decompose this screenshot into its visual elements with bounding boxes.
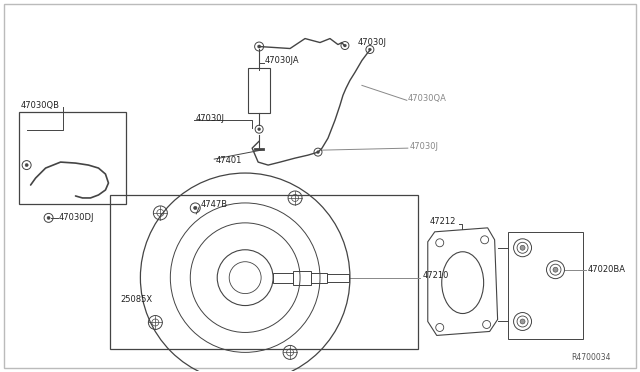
Text: 47030JA: 47030JA	[265, 56, 300, 65]
Bar	[273, 273, 293, 283]
Text: 47030DJ: 47030DJ	[59, 214, 94, 222]
Circle shape	[553, 267, 558, 272]
Circle shape	[369, 48, 371, 51]
Bar	[293, 271, 311, 285]
Bar	[248, 68, 270, 113]
Bar	[311, 273, 327, 283]
Bar	[111, 195, 418, 349]
Circle shape	[258, 128, 260, 131]
Bar	[327, 274, 349, 282]
Circle shape	[257, 45, 260, 48]
Text: 47030J: 47030J	[410, 142, 439, 151]
Text: 47030QA: 47030QA	[408, 94, 447, 103]
Bar	[19, 112, 127, 204]
Circle shape	[25, 164, 28, 167]
Circle shape	[520, 319, 525, 324]
Text: 47020BA: 47020BA	[588, 265, 625, 274]
Text: 47030J: 47030J	[195, 114, 224, 123]
Text: 47401: 47401	[215, 155, 242, 164]
Text: 47210: 47210	[423, 271, 449, 280]
Text: 47030J: 47030J	[358, 38, 387, 47]
Circle shape	[317, 151, 319, 154]
Text: R4700034: R4700034	[572, 353, 611, 362]
Text: 25085X: 25085X	[120, 295, 152, 304]
Bar	[508, 232, 584, 339]
Circle shape	[193, 206, 197, 210]
Text: 47030QB: 47030QB	[20, 101, 60, 110]
Circle shape	[520, 245, 525, 250]
Text: 47212: 47212	[430, 217, 456, 227]
Circle shape	[344, 44, 346, 47]
Circle shape	[47, 216, 50, 219]
Text: 4747B: 4747B	[200, 201, 227, 209]
